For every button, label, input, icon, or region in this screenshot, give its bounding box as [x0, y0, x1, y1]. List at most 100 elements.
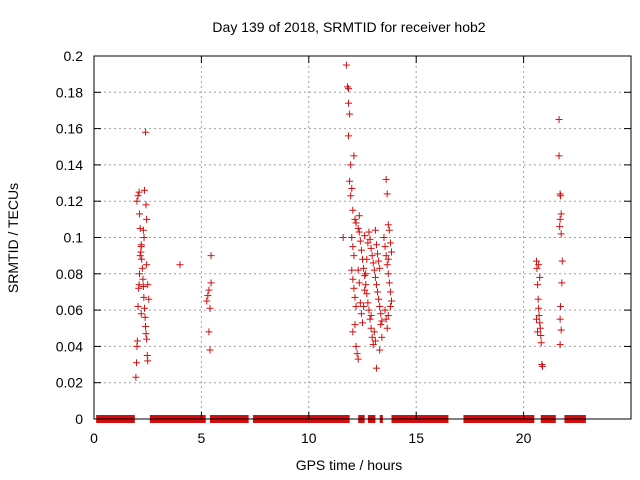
y-tick-label: 0.04: [56, 338, 83, 354]
x-tick-label: 10: [301, 430, 317, 446]
x-axis-label: GPS time / hours: [296, 457, 403, 473]
data-point: [137, 310, 145, 318]
data-point: [375, 295, 383, 303]
x-tick-label: 5: [198, 430, 206, 446]
data-point: [369, 259, 377, 267]
data-point: [372, 281, 380, 289]
data-point: [557, 210, 565, 218]
data-point: [385, 279, 393, 287]
y-tick-label: 0.1: [64, 230, 84, 246]
data-point: [367, 312, 375, 320]
data-point: [136, 270, 144, 278]
data-point: [140, 304, 148, 312]
data-point: [346, 110, 354, 118]
data-point: [387, 248, 395, 256]
data-point: [362, 270, 370, 278]
data-point: [339, 234, 347, 241]
data-point: [357, 310, 365, 318]
y-tick-label: 0.06: [56, 302, 83, 318]
data-point: [534, 295, 542, 303]
data-point: [555, 116, 563, 124]
data-point: [556, 223, 564, 231]
data-point: [135, 188, 143, 196]
data-point: [369, 341, 377, 349]
grid: [94, 56, 631, 419]
data-point: [343, 83, 351, 91]
data-point: [378, 317, 386, 325]
data-point: [534, 281, 542, 289]
data-point: [384, 255, 392, 263]
data-point: [136, 224, 144, 232]
data-point: [370, 328, 378, 336]
data-point: [142, 128, 150, 136]
data-point: [348, 266, 356, 274]
data-point: [371, 273, 379, 281]
data-point: [144, 281, 152, 289]
data-point: [354, 266, 362, 274]
data-point: [133, 359, 141, 367]
x-tick-label: 15: [408, 430, 424, 446]
data-point: [349, 328, 357, 336]
data-point: [352, 302, 360, 310]
data-point: [555, 152, 563, 160]
data-point: [367, 324, 375, 332]
data-point: [353, 350, 361, 358]
data-point: [361, 272, 369, 280]
data-point: [372, 364, 380, 372]
data-point: [140, 293, 148, 301]
data-point: [366, 315, 374, 323]
data-point: [132, 373, 140, 381]
data-point: [381, 243, 389, 251]
data-point: [140, 186, 148, 194]
data-point: [364, 239, 372, 247]
data-point: [386, 302, 394, 310]
data-point: [377, 321, 385, 329]
data-point: [382, 252, 390, 260]
data-point: [350, 284, 358, 292]
y-tick-label: 0.16: [56, 121, 83, 137]
data-point: [360, 302, 368, 310]
data-point: [355, 279, 363, 287]
data-point: [134, 192, 142, 200]
data-point: [176, 261, 184, 269]
data-point: [368, 333, 376, 341]
data-point: [532, 257, 540, 265]
data-point: [557, 192, 565, 200]
data-point: [383, 190, 391, 198]
data-point: [345, 99, 353, 107]
data-point: [365, 228, 373, 236]
y-tick-label: 0.18: [56, 84, 83, 100]
y-tick-label: 0.2: [64, 48, 84, 64]
data-point: [538, 361, 546, 369]
data-point: [207, 252, 215, 260]
y-tick-label: 0.08: [56, 266, 83, 282]
data-point: [355, 228, 363, 236]
data-point: [383, 324, 391, 332]
data-point: [387, 297, 395, 305]
data-point: [355, 212, 363, 220]
data-point: [362, 281, 370, 289]
data-point: [375, 257, 383, 265]
data-point: [558, 257, 566, 265]
x-tick-label: 0: [90, 430, 98, 446]
data-point: [350, 152, 358, 160]
data-point: [363, 255, 371, 263]
data-point: [376, 264, 384, 272]
data-point: [144, 357, 152, 365]
data-point: [347, 192, 355, 200]
data-point: [136, 252, 144, 260]
data-point: [207, 279, 215, 287]
data-point: [539, 362, 547, 370]
data-point: [345, 85, 353, 93]
data-point: [359, 319, 366, 327]
data-point: [535, 304, 543, 312]
data-point: [354, 355, 362, 363]
data-point: [536, 324, 544, 332]
data-point: [206, 346, 214, 354]
data-point: [384, 270, 392, 278]
data-point: [367, 244, 375, 252]
data-point: [138, 255, 146, 263]
data-point: [204, 292, 212, 300]
data-point: [354, 224, 362, 232]
data-point: [352, 342, 360, 350]
